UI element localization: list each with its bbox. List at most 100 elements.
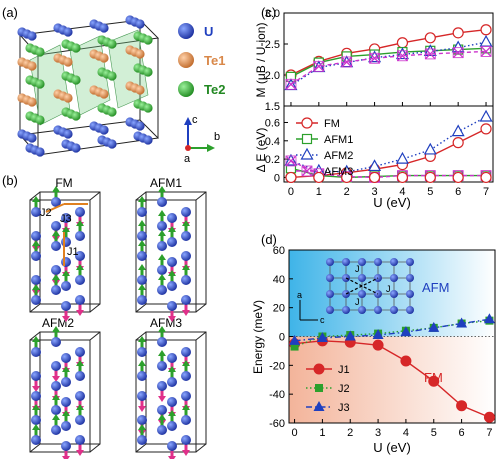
axis-a-label: a [184, 153, 191, 165]
data-point-afm3 [285, 155, 297, 167]
data-point-afm3 [369, 52, 380, 64]
panel-d-label: (d) [261, 232, 277, 247]
data-point-j3 [483, 313, 495, 324]
legend-marker-afm3 [301, 165, 313, 177]
u-atom [167, 441, 177, 451]
afm-region-label: AFM [422, 280, 449, 295]
lattice-atom [390, 258, 398, 266]
u-atom [157, 197, 167, 207]
inset-axis-a-label: a [297, 290, 302, 300]
x-tick-label: 4 [399, 186, 405, 198]
spin-cell-edge [29, 331, 41, 341]
x-tick-label: 1 [316, 186, 322, 198]
x-tick-label: 1 [319, 427, 325, 439]
data-point-afm3 [452, 47, 464, 59]
lattice-atom [326, 290, 334, 298]
spin-cell-edge [29, 303, 41, 313]
u-atom [181, 231, 191, 241]
data-point-j3 [456, 317, 468, 328]
inset-j1-label: J [355, 264, 360, 274]
spin-cell-edge [29, 191, 41, 201]
u-atom [51, 285, 61, 295]
spin-arrowhead [182, 220, 190, 226]
lattice-atom [342, 258, 350, 266]
x-tick-label: 2 [347, 427, 353, 439]
y-tick-label: 0 [274, 172, 280, 184]
data-point-afm3 [480, 46, 492, 57]
chart-exchange: -60-40-20020406001234567AFMFMJJJacJ1J2J3 [269, 245, 496, 439]
spin-arrowhead [138, 196, 146, 202]
legend-a: U Te1 Te2 [178, 23, 225, 97]
u-atom [137, 207, 147, 217]
marker-stroke [397, 50, 408, 61]
x-tick-label: 4 [403, 427, 409, 439]
u-atom [31, 391, 41, 401]
legend-marker-j2 [315, 384, 323, 392]
lattice-atom [342, 306, 350, 314]
y-tick-label: 20 [273, 303, 285, 315]
atom [27, 133, 37, 143]
lattice-atom [406, 258, 414, 266]
data-point-fm [452, 171, 464, 184]
atom [99, 23, 109, 33]
marker-stroke [286, 155, 296, 166]
u-atom [51, 405, 61, 415]
lattice-atom [390, 290, 398, 298]
axis-c-label: c [192, 114, 198, 126]
u-atom [31, 347, 41, 357]
x-tick-label: 3 [372, 186, 378, 198]
data-point-afm3 [424, 48, 436, 60]
u-atom [61, 213, 71, 223]
data-point-j3 [428, 321, 440, 332]
data-point-fm [396, 37, 409, 49]
marker-stroke [301, 165, 313, 177]
u-atom [167, 237, 177, 247]
data-point-j1 [400, 355, 412, 367]
lattice-atom [326, 306, 334, 314]
spin-arrowhead [32, 336, 40, 342]
spin-arrowhead [158, 186, 166, 192]
data-point-fm [480, 171, 492, 184]
crystal-structure-a [17, 15, 160, 157]
x-tick-label: 3 [375, 427, 381, 439]
data-point-fm [285, 171, 297, 184]
spin-arrowhead [158, 254, 166, 260]
x-tick-label: 0 [292, 427, 298, 439]
x-tick-label: 6 [459, 427, 465, 439]
atom [63, 93, 73, 103]
data-point-j3 [400, 326, 412, 337]
u-atom [157, 265, 167, 275]
spin-arrowhead [158, 350, 166, 356]
u-atom [167, 257, 177, 267]
lattice-atom [390, 306, 398, 314]
spin-arrowhead [32, 404, 40, 410]
atom [35, 47, 45, 57]
data-point-j3 [289, 334, 301, 345]
spin-arrowhead [158, 414, 166, 420]
spin-arrowhead [52, 414, 60, 420]
marker-stroke [480, 46, 492, 57]
y-tick-label: 0.4 [265, 136, 280, 148]
legend-te1-label: Te1 [204, 53, 225, 68]
marker-stroke [286, 79, 296, 90]
y-tick-label: 2.0 [265, 70, 280, 82]
u-atom [181, 391, 191, 401]
lattice-atom [406, 306, 414, 314]
atom [107, 139, 117, 149]
u-atom [137, 391, 147, 401]
atom [35, 79, 45, 89]
plot-frame [283, 105, 494, 183]
marker-stroke [341, 57, 352, 67]
spin-arrowhead [32, 240, 40, 246]
y-tick-label: -40 [269, 389, 285, 401]
d-ylabel: Energy (meV) [251, 300, 265, 374]
u-atom [31, 207, 41, 217]
spin-configurations [29, 186, 207, 459]
u-atom [167, 281, 177, 291]
spin-arrowhead [182, 264, 190, 270]
data-point-j1 [428, 375, 440, 387]
legend-te2-marker [178, 81, 194, 97]
atom [27, 31, 37, 41]
